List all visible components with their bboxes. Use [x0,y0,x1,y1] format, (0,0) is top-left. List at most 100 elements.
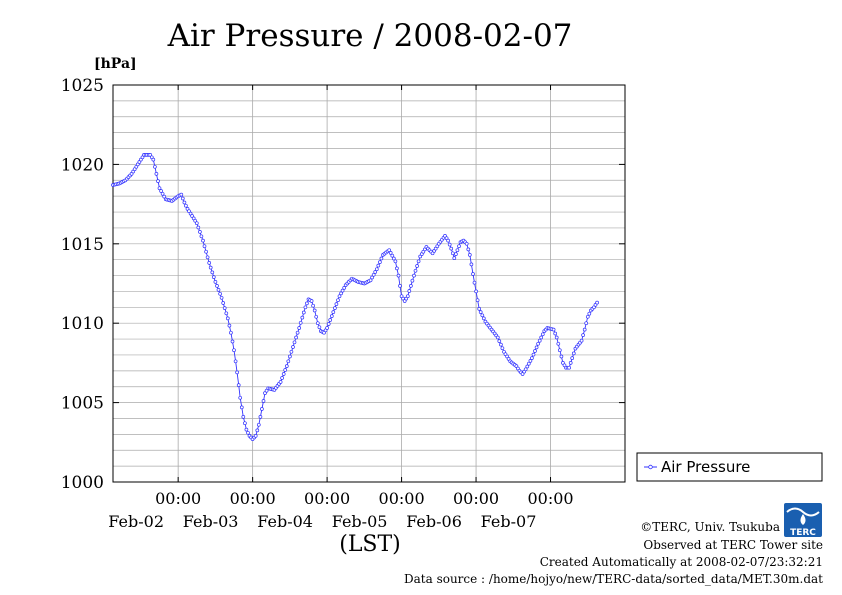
data-point [216,288,221,292]
data-point [410,278,415,283]
series-line [112,154,598,440]
data-point [328,318,333,322]
data-point [585,314,590,319]
data-point [370,275,374,280]
data-point [500,346,505,351]
data-point [467,253,472,257]
data-point [571,351,576,356]
data-point [587,311,592,316]
data-point [162,194,167,199]
data-point [317,325,322,330]
data-point [284,364,289,368]
data-point [309,299,314,303]
data-point [286,359,291,364]
data-point [595,300,599,305]
x-tick-time-label: 00:00 [527,489,573,508]
data-point [227,323,232,328]
data-point [225,316,230,321]
data-point [368,278,373,283]
y-tick-label: 1025 [61,76,104,96]
data-point [280,376,284,380]
data-point [471,272,475,276]
data-point [184,203,188,208]
data-point [407,289,412,293]
data-point [235,370,239,375]
data-point [182,200,187,205]
data-point [447,242,452,247]
data-point [495,335,500,340]
y-axis-ticks: 1000 1005 1010 1015 1020 1025 [61,76,625,493]
x-tick-date-label: Feb-05 [332,512,388,531]
data-point [446,238,450,243]
data-point [570,356,575,360]
data-point [391,256,396,261]
data-point [536,341,540,346]
data-point [477,307,482,311]
x-tick-time-label: 00:00 [453,489,499,508]
data-point [261,399,266,403]
data-point [289,349,294,354]
data-point [537,338,542,343]
data-point [539,335,544,340]
terc-logo: TERC [784,503,822,538]
data-point [199,234,204,239]
data-point [396,273,401,278]
series-air-pressure [111,153,599,441]
data-point [474,289,478,294]
data-point [179,192,184,197]
data-point [387,248,392,253]
data-point [232,348,236,353]
logo-drop [800,514,806,525]
data-point [416,259,421,264]
data-point [497,339,502,343]
data-point [305,301,309,306]
data-point [333,306,337,310]
data-point [450,251,455,256]
legend: Air Pressure [636,452,823,482]
data-point [455,248,460,253]
chart-title: Air Pressure / 2008-02-07 [167,18,573,54]
data-point [260,407,264,411]
data-point [582,327,587,332]
data-point [256,422,261,427]
data-point [283,368,288,372]
data-point [312,308,317,313]
data-point [415,264,419,268]
data-point [159,189,163,193]
logo-wave [786,507,820,517]
data-point [205,255,210,260]
data-point [154,172,159,176]
data-point [340,288,345,293]
data-point [480,313,485,318]
data-point [255,428,260,433]
y-tick-label: 1000 [61,473,104,493]
data-point [300,315,305,320]
data-point [531,352,536,357]
data-point [224,311,229,316]
x-tick-time-label: 00:00 [230,489,276,508]
data-point [180,196,185,201]
data-point [342,286,347,290]
data-point [475,298,480,303]
x-tick-time-label: 00:00 [379,489,425,508]
data-point [379,256,384,261]
data-point [554,335,559,340]
data-point [241,415,246,419]
data-point [452,256,457,260]
data-point [204,249,208,254]
data-point [210,270,215,275]
data-point [301,310,306,315]
data-point [556,341,561,346]
data-point [325,326,329,330]
data-point [457,244,461,249]
data-point [523,367,528,372]
data-point [239,405,244,410]
data-point [291,345,295,349]
data-point [278,380,283,384]
data-point [314,314,319,319]
data-point [218,291,222,296]
data-point [373,270,378,274]
data-point [540,332,545,337]
data-point [478,310,483,314]
